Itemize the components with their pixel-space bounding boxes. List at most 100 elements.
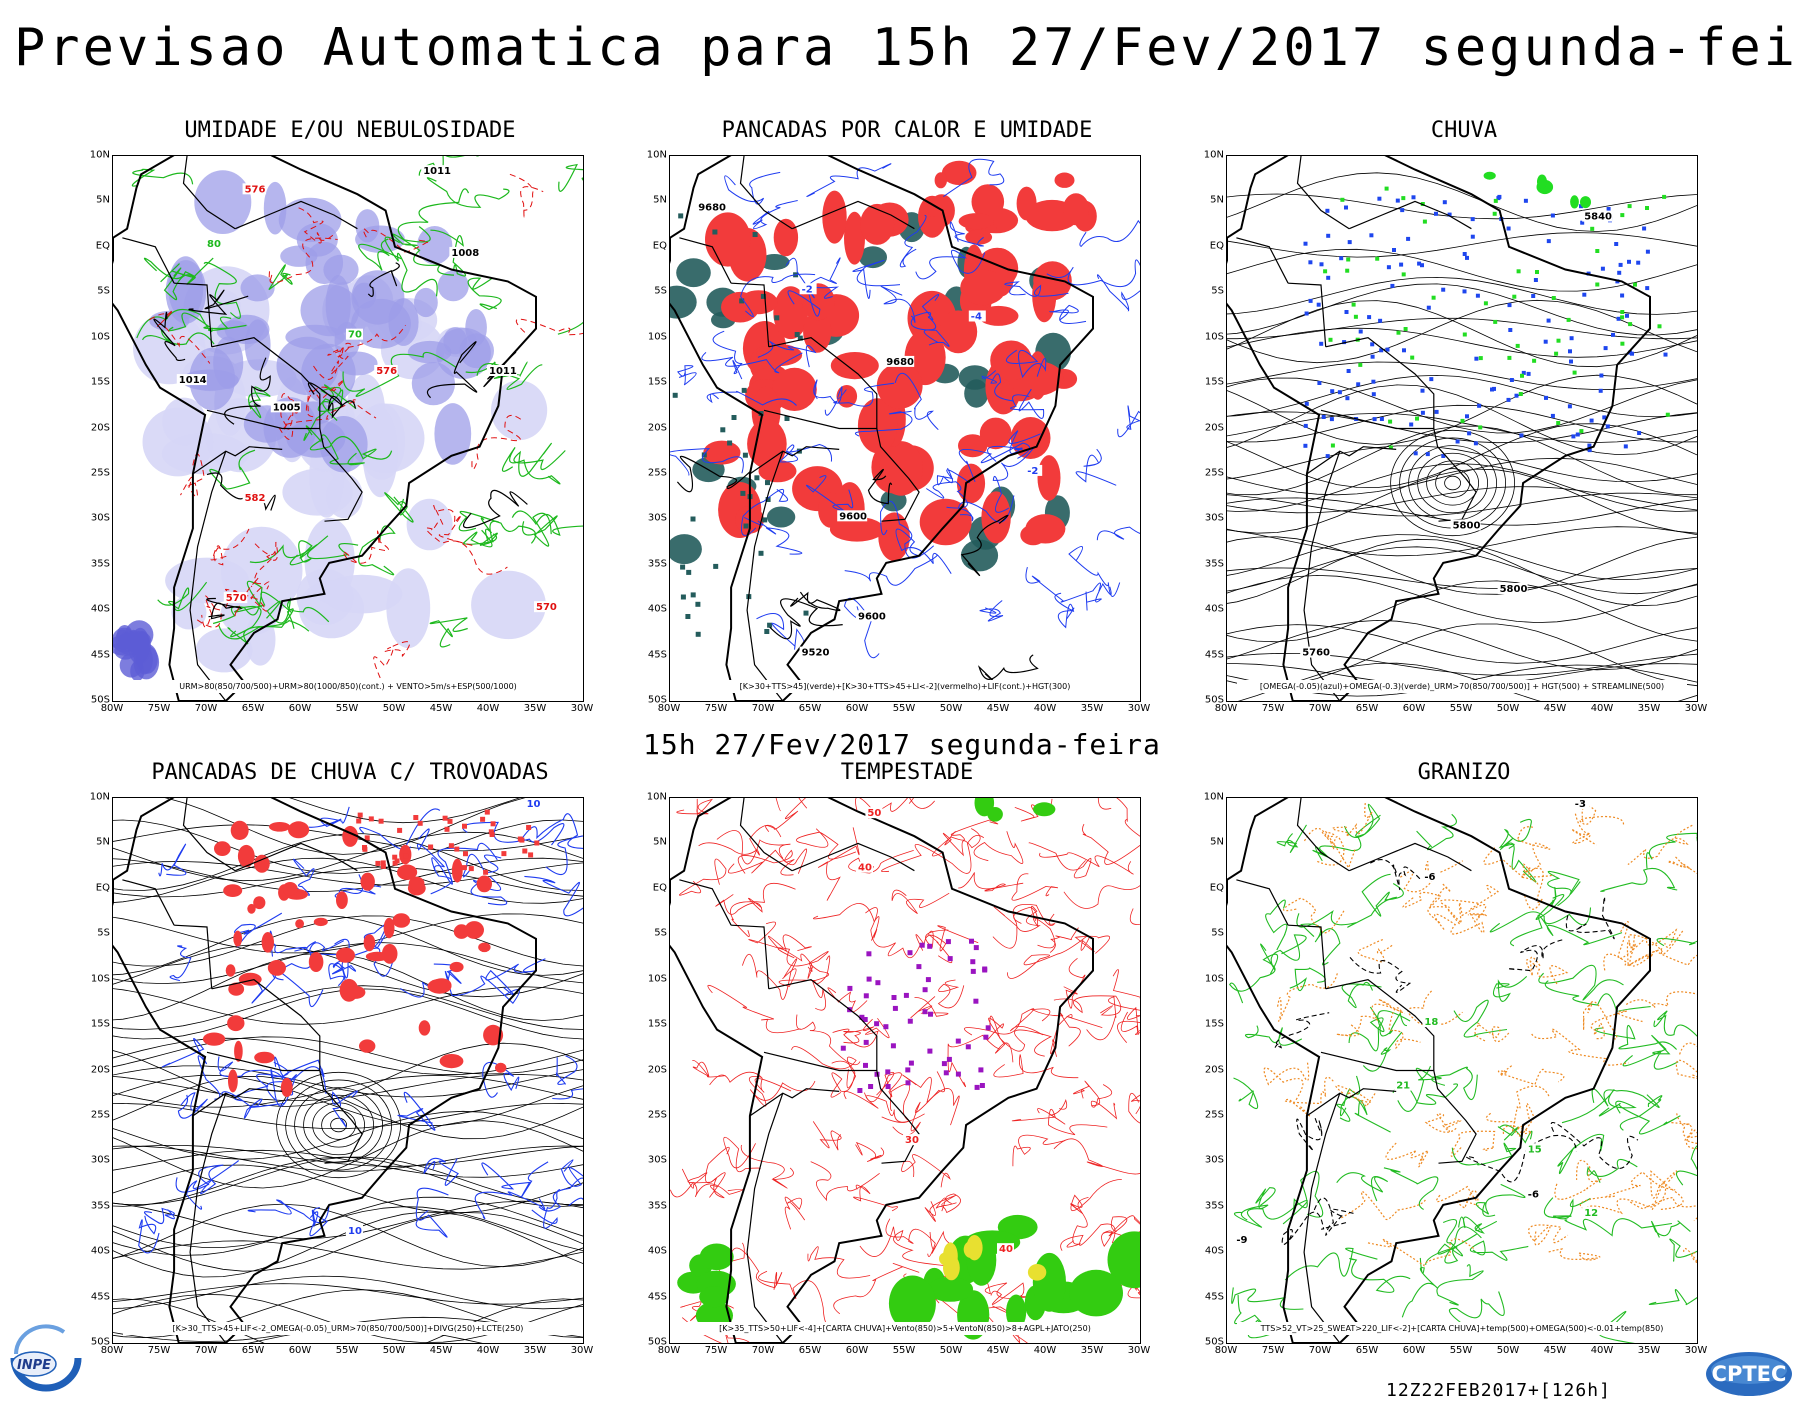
streamline bbox=[1227, 425, 1697, 496]
omega-contour bbox=[1548, 1248, 1601, 1261]
omega-area bbox=[1625, 313, 1629, 318]
humidity-contour bbox=[320, 384, 357, 421]
temperature-contour bbox=[1343, 803, 1381, 838]
panel-pancadas-calor: PANCADAS POR CALOR E UMIDADE 10N 5N EQ 5S 10… bbox=[627, 118, 1187, 758]
omega-area bbox=[1496, 196, 1501, 201]
jet-contour bbox=[963, 1008, 1044, 1036]
temperature-contour bbox=[1651, 1220, 1691, 1238]
map-pancadas-trovoadas[interactable]: 10 10 [K>30_TTS>45+LIF<-2_OMEGA(-0.05)_UR… bbox=[112, 797, 584, 1344]
country-border bbox=[679, 237, 732, 284]
streamline bbox=[1227, 567, 1697, 590]
omega-contour bbox=[1582, 1001, 1618, 1040]
map-pancadas-calor[interactable]: 9680 9600 9520 9680 9600 -2 -4 -2 [K>30+TTS>45]… bbox=[669, 155, 1141, 702]
jet-contour bbox=[679, 858, 727, 896]
streamline bbox=[113, 1283, 583, 1305]
omega-area bbox=[1546, 239, 1551, 244]
forecast-time-label: 15h 27/Fev/2017 segunda-feira bbox=[643, 728, 1161, 761]
streamline bbox=[113, 942, 583, 985]
coastline bbox=[113, 156, 537, 701]
thunderstorm-pixel bbox=[488, 829, 494, 835]
storm-area bbox=[946, 1056, 952, 1062]
omega-area bbox=[1600, 266, 1605, 271]
contour-label: 1008 bbox=[451, 248, 479, 259]
humidity-contour bbox=[426, 177, 510, 208]
temperature-500-contour bbox=[1565, 896, 1615, 940]
map-tempestade[interactable]: 50 40 30 40 [K>35_TTS>50+LIF<-4]+[CARTA CHU… bbox=[669, 797, 1141, 1344]
lifted-index-contour bbox=[677, 365, 697, 386]
omega-strong-area bbox=[1657, 324, 1662, 329]
humidity-area bbox=[240, 274, 275, 302]
unstable-pixel bbox=[767, 622, 773, 628]
storm-area bbox=[916, 964, 922, 970]
cptec-logo[interactable]: CPTEC bbox=[1704, 1350, 1794, 1398]
lat-tick-label: 5N bbox=[96, 836, 110, 848]
thunderstorm-pixel bbox=[462, 823, 467, 829]
omega-contour bbox=[1434, 913, 1486, 935]
omega-area bbox=[1514, 393, 1519, 398]
inpe-logo[interactable]: INPE bbox=[4, 1324, 88, 1392]
divergence-contour bbox=[521, 813, 583, 849]
unstable-pixel bbox=[727, 440, 733, 446]
contour-label-box bbox=[865, 807, 883, 819]
country-border bbox=[206, 409, 363, 522]
lon-tick-label: 50W bbox=[1496, 1345, 1520, 1356]
jet-contour bbox=[723, 1137, 761, 1173]
temperature-contour bbox=[1289, 967, 1326, 991]
divergence-contour bbox=[560, 1159, 583, 1187]
lon-tick-label: 65W bbox=[798, 1345, 822, 1356]
temperature-contour bbox=[1401, 1257, 1438, 1318]
contour-label-box bbox=[1450, 519, 1481, 531]
omega-area bbox=[1543, 339, 1548, 344]
omega-strong-area bbox=[1422, 219, 1427, 224]
thunderstorm-pixel bbox=[489, 832, 495, 837]
omega-area bbox=[1337, 390, 1342, 395]
humidity-contour bbox=[309, 436, 393, 460]
jet-contour bbox=[698, 824, 782, 856]
jet-contour bbox=[1127, 1281, 1140, 1299]
thunderstorm-area bbox=[295, 919, 304, 929]
humidity-area bbox=[459, 333, 495, 369]
lon-tick-label: 80W bbox=[100, 1345, 124, 1356]
country-border bbox=[182, 156, 236, 230]
omega-strong-area bbox=[1570, 195, 1579, 209]
omega-strong-area bbox=[1345, 268, 1350, 273]
humidity-contour bbox=[429, 617, 468, 648]
omega-contour bbox=[1378, 998, 1421, 1050]
omega-area bbox=[1429, 377, 1434, 382]
omega-strong-area bbox=[1462, 332, 1467, 337]
map-chuva[interactable]: 5840 5800 5800 5760 [OMEGA(-0.05)(azul)+OME… bbox=[1226, 155, 1698, 702]
unstable-pixel bbox=[685, 614, 691, 619]
contour-label-box bbox=[176, 374, 207, 386]
omega-contour bbox=[1628, 934, 1664, 967]
instability-area bbox=[773, 286, 809, 340]
thunderstorm-area bbox=[228, 982, 245, 996]
omega-area bbox=[1406, 236, 1411, 241]
height-contour bbox=[225, 581, 270, 612]
contour-label-box bbox=[968, 310, 986, 322]
streamline bbox=[113, 831, 583, 882]
map-granizo[interactable]: -6 -9 -3 12 15 18 21 -6 TTS>52_VT>25_SWEAT>220_… bbox=[1226, 797, 1698, 1344]
map-umidade[interactable]: 576 1011 1008 1005 1014 582 570 80 70 1011 576 570 … bbox=[112, 155, 584, 702]
streamline bbox=[1227, 574, 1697, 624]
country-border bbox=[1320, 1051, 1477, 1164]
omega-contour bbox=[1263, 1060, 1310, 1101]
country-border bbox=[1236, 879, 1289, 926]
lat-tick-label: 25S bbox=[647, 467, 667, 479]
thunderstorm-area bbox=[336, 947, 355, 963]
streamline bbox=[1227, 652, 1697, 676]
thunderstorm-pixel bbox=[522, 848, 528, 854]
lat-tick-label: 20S bbox=[647, 422, 667, 433]
thunderstorm-pixel bbox=[526, 825, 532, 830]
lat-tick-label: 5N bbox=[653, 836, 667, 848]
streamline bbox=[164, 798, 527, 855]
omega-strong-area bbox=[1537, 174, 1547, 189]
lifted-index-contour bbox=[777, 443, 833, 463]
streamline bbox=[1227, 623, 1697, 687]
divergence-contour bbox=[538, 1177, 583, 1212]
streamline bbox=[1227, 317, 1697, 340]
storm-area bbox=[857, 1088, 863, 1093]
omega-area bbox=[1411, 195, 1416, 200]
lat-tick-label: 45S bbox=[1204, 649, 1224, 661]
cptec-logo-text: CPTEC bbox=[1712, 1362, 1787, 1386]
country-border bbox=[746, 1093, 784, 1343]
